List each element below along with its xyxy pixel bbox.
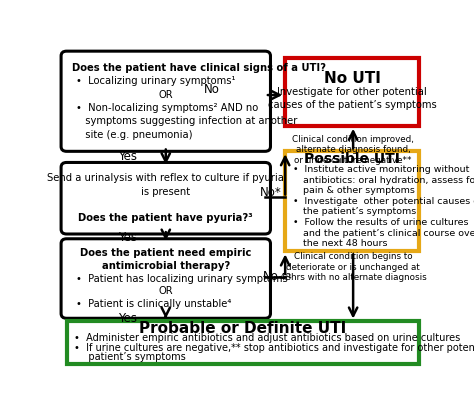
Text: Probable or Definite UTI: Probable or Definite UTI bbox=[139, 321, 346, 336]
Text: Yes: Yes bbox=[118, 312, 137, 325]
Bar bbox=[285, 151, 419, 252]
Text: OR: OR bbox=[158, 90, 173, 100]
Text: Does the patient have pyuria?³: Does the patient have pyuria?³ bbox=[79, 213, 253, 223]
Text: is present: is present bbox=[141, 187, 191, 197]
Text: Clinical condition begins to
deteriorate or is unchanged at
48hrs with no altern: Clinical condition begins to deteriorate… bbox=[280, 252, 427, 282]
Text: •  Non-localizing symptoms² AND no: • Non-localizing symptoms² AND no bbox=[76, 103, 258, 113]
Text: •  Investigate  other potential causes of: • Investigate other potential causes of bbox=[292, 197, 474, 206]
Text: the patient’s symptoms: the patient’s symptoms bbox=[294, 207, 417, 216]
Text: symptoms suggesting infection at another: symptoms suggesting infection at another bbox=[80, 116, 298, 126]
Text: •  Institute active monitoring without: • Institute active monitoring without bbox=[292, 165, 469, 174]
Text: and the patient’s clinical course over: and the patient’s clinical course over bbox=[294, 228, 474, 237]
Text: Does the patient have clinical signs of a UTI?: Does the patient have clinical signs of … bbox=[72, 63, 326, 73]
Bar bbox=[66, 321, 419, 364]
Text: the next 48 hours: the next 48 hours bbox=[294, 239, 388, 248]
FancyBboxPatch shape bbox=[61, 162, 271, 234]
Text: •  Patient is clinically unstable⁴: • Patient is clinically unstable⁴ bbox=[76, 299, 231, 309]
Text: Possible UTI: Possible UTI bbox=[304, 152, 400, 166]
Text: pain & other symptoms: pain & other symptoms bbox=[294, 186, 415, 195]
Text: No: No bbox=[263, 271, 278, 283]
Text: No: No bbox=[204, 83, 219, 96]
Text: causes of the patient’s symptoms: causes of the patient’s symptoms bbox=[268, 100, 437, 110]
Text: antimicrobial therapy?: antimicrobial therapy? bbox=[101, 261, 230, 271]
Text: Clinical condition improved,
alternate diagnosis found,
or urine culture negativ: Clinical condition improved, alternate d… bbox=[292, 135, 414, 165]
Text: •  Localizing urinary symptoms¹: • Localizing urinary symptoms¹ bbox=[76, 76, 235, 86]
Text: •  Follow the results of urine cultures: • Follow the results of urine cultures bbox=[292, 218, 468, 227]
Text: •  Patient has localizing urinary symptoms¹: • Patient has localizing urinary symptom… bbox=[76, 273, 292, 284]
FancyBboxPatch shape bbox=[61, 51, 271, 151]
Text: •  If urine cultures are negative,** stop antibiotics and investigate for other : • If urine cultures are negative,** stop… bbox=[74, 343, 474, 353]
FancyBboxPatch shape bbox=[61, 239, 271, 318]
Text: Yes: Yes bbox=[118, 231, 137, 244]
Bar bbox=[285, 57, 419, 126]
Text: •  Administer empiric antibiotics and adjust antibiotics based on urine cultures: • Administer empiric antibiotics and adj… bbox=[74, 333, 460, 343]
Text: Send a urinalysis with reflex to culture if pyuria: Send a urinalysis with reflex to culture… bbox=[47, 173, 284, 183]
Text: Yes: Yes bbox=[118, 150, 137, 163]
Text: patient’s symptoms: patient’s symptoms bbox=[80, 352, 186, 362]
Text: No UTI: No UTI bbox=[324, 71, 381, 86]
Text: site (e.g. pneumonia): site (e.g. pneumonia) bbox=[80, 130, 193, 140]
Text: No*: No* bbox=[260, 186, 282, 199]
Text: OR: OR bbox=[158, 286, 173, 296]
Text: Investigate for other potential: Investigate for other potential bbox=[277, 87, 427, 97]
Text: Does the patient need empiric: Does the patient need empiric bbox=[80, 248, 252, 258]
Text: antibiotics: oral hydration, assess for: antibiotics: oral hydration, assess for bbox=[294, 176, 474, 185]
